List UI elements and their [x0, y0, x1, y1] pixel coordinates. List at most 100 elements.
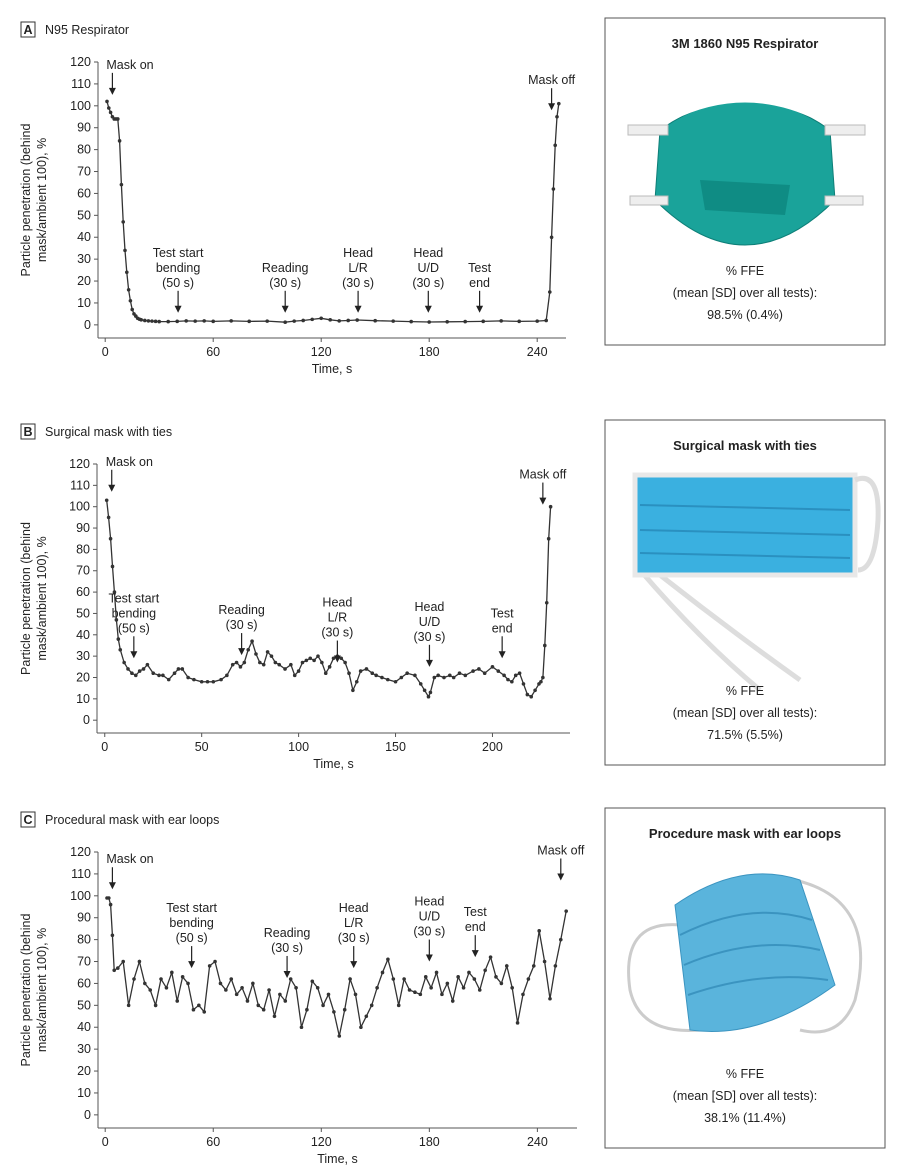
- data-point: [106, 515, 111, 520]
- data-point: [432, 675, 437, 680]
- data-point: [463, 319, 468, 324]
- data-point: [544, 318, 548, 323]
- data-point: [219, 677, 223, 682]
- annotation-arrowhead: [108, 882, 116, 890]
- data-point: [418, 992, 423, 997]
- data-point: [315, 986, 320, 990]
- annotation-arrowhead: [476, 305, 484, 313]
- panel-label: A: [23, 23, 32, 37]
- data-point: [141, 667, 146, 671]
- data-point: [292, 319, 297, 323]
- data-point: [427, 320, 432, 324]
- data-point: [161, 673, 165, 678]
- annotation-arrowhead: [498, 651, 506, 659]
- annotation-text: Mask off: [537, 843, 585, 857]
- data-point: [557, 101, 561, 106]
- data-point: [555, 114, 559, 119]
- annotation-text: L/R: [348, 261, 367, 275]
- annotation-text: Test: [464, 905, 487, 919]
- data-point: [186, 675, 190, 680]
- annotation-text: U/D: [419, 910, 441, 924]
- y-tick-label: 50: [76, 606, 90, 620]
- data-point: [301, 318, 306, 323]
- data-point: [123, 248, 127, 253]
- annotation-text: (30 s): [338, 931, 370, 945]
- data-point: [238, 665, 243, 669]
- data-point: [510, 679, 514, 684]
- x-tick-label: 100: [288, 740, 309, 754]
- data-point: [143, 318, 147, 323]
- data-point: [108, 536, 113, 541]
- data-point: [296, 669, 301, 673]
- annotation-text: Head: [343, 246, 373, 260]
- data-point: [440, 992, 444, 997]
- data-point: [533, 688, 537, 693]
- data-point: [202, 319, 206, 323]
- data-point: [304, 658, 309, 663]
- data-point: [197, 1003, 201, 1008]
- card-text: 38.1% (11.4%): [704, 1111, 786, 1125]
- y-tick-label: 60: [76, 585, 90, 599]
- data-point: [247, 319, 251, 324]
- data-point: [207, 964, 212, 968]
- x-tick-label: 120: [311, 345, 332, 359]
- data-point: [445, 319, 450, 324]
- data-point: [380, 675, 384, 680]
- data-point: [461, 986, 466, 990]
- data-point: [355, 318, 360, 322]
- data-point: [139, 318, 143, 322]
- x-axis-label: Time, s: [313, 757, 354, 771]
- data-point: [112, 968, 117, 973]
- data-point: [450, 999, 455, 1003]
- data-point: [526, 977, 531, 981]
- y-tick-label: 50: [77, 998, 91, 1012]
- data-point: [499, 981, 504, 986]
- data-line: [106, 101, 560, 323]
- data-point: [370, 671, 375, 676]
- annotation-text: (30 s): [412, 276, 444, 290]
- card-text: % FFE: [726, 264, 764, 278]
- data-point: [278, 992, 282, 997]
- data-point: [157, 319, 161, 324]
- data-point: [426, 694, 431, 699]
- annotation-text: (30 s): [342, 276, 374, 290]
- data-point: [110, 564, 115, 569]
- annotation-arrowhead: [425, 954, 433, 962]
- annotation-arrowhead: [238, 648, 246, 656]
- data-point: [121, 959, 126, 964]
- data-point: [273, 660, 278, 665]
- data-point: [548, 290, 552, 294]
- annotation-text: Head: [339, 901, 369, 915]
- data-point: [531, 964, 536, 968]
- data-point: [272, 1014, 277, 1019]
- data-point: [316, 654, 320, 658]
- data-point: [110, 933, 115, 938]
- data-point: [245, 999, 250, 1003]
- data-point: [132, 977, 136, 981]
- data-point: [515, 1021, 520, 1025]
- data-point: [230, 662, 235, 667]
- data-point: [289, 662, 293, 667]
- mask-card: [604, 17, 886, 346]
- x-axis-label: Time, s: [317, 1152, 358, 1166]
- data-point: [328, 318, 333, 322]
- data-point: [133, 673, 138, 678]
- card-text: % FFE: [726, 684, 764, 698]
- data-point: [172, 671, 177, 676]
- data-point: [180, 975, 185, 979]
- data-point: [407, 988, 412, 992]
- data-point: [546, 536, 551, 541]
- data-point: [457, 671, 462, 676]
- data-point: [442, 675, 446, 680]
- y-tick-label: 20: [77, 274, 91, 288]
- data-point: [374, 673, 378, 678]
- data-point: [548, 996, 552, 1001]
- data-point: [251, 981, 255, 986]
- mask-card: [604, 419, 886, 766]
- data-point: [277, 662, 282, 667]
- data-point: [121, 220, 125, 224]
- data-point: [126, 288, 131, 292]
- data-point: [347, 671, 351, 676]
- data-point: [256, 1003, 261, 1008]
- data-point: [558, 937, 563, 942]
